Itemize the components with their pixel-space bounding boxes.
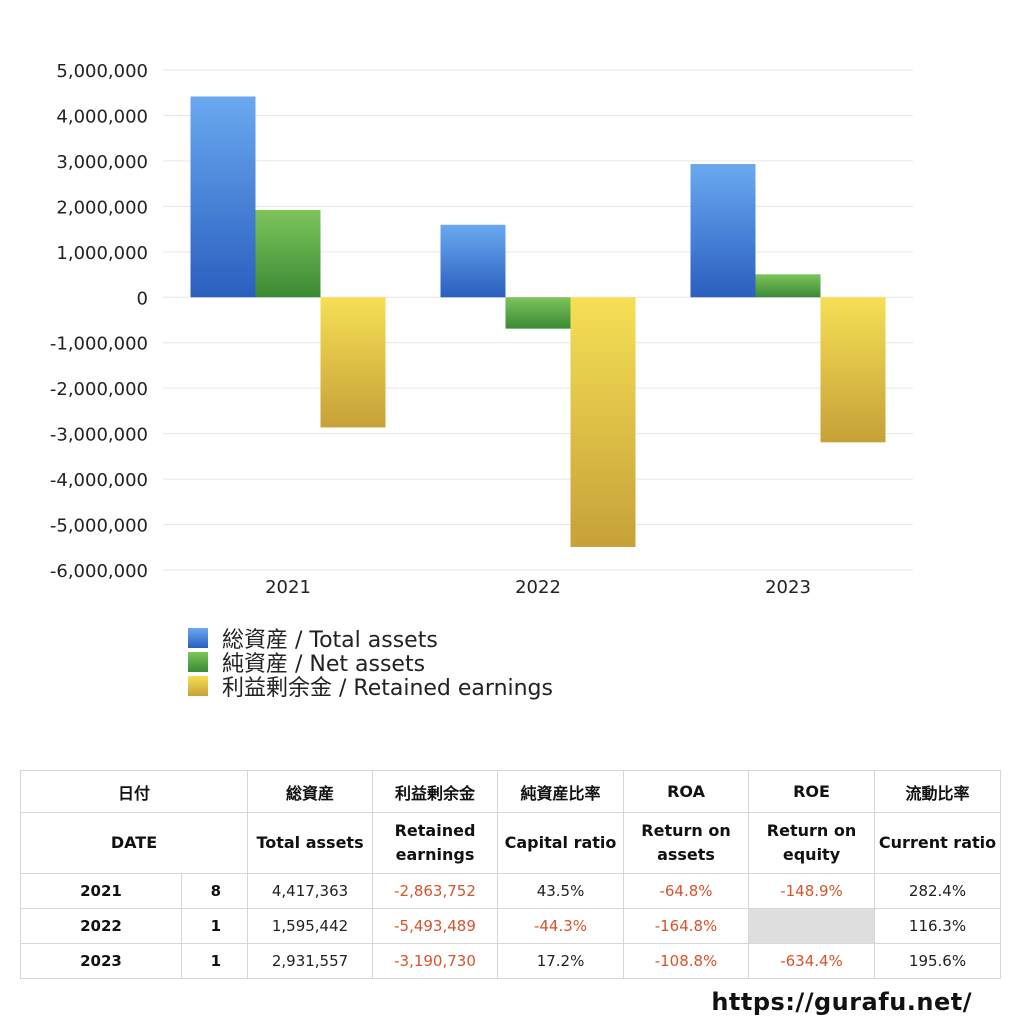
header-retained-en: Retained earnings xyxy=(372,812,499,874)
y-tick-label: -6,000,000 xyxy=(50,561,148,582)
row-capital: -44.3% xyxy=(497,908,625,944)
header-date-en: DATE xyxy=(19,812,249,874)
y-tick-label: 3,000,000 xyxy=(56,152,148,173)
row-total-assets: 4,417,363 xyxy=(247,873,374,909)
row-roe: -634.4% xyxy=(748,943,876,979)
header-capital-en: Capital ratio xyxy=(497,812,625,874)
row-current: 282.4% xyxy=(874,873,1002,909)
table-row: 2021 8 4,417,363 -2,863,752 43.5% -64.8%… xyxy=(20,873,1002,909)
legend-swatch-retained-earnings xyxy=(188,676,208,696)
legend-label: 総資産 / Total assets xyxy=(222,628,438,653)
x-axis-labels: 2021 2022 2023 xyxy=(265,577,811,598)
y-tick-label: -4,000,000 xyxy=(50,470,148,491)
legend-swatch-net-assets xyxy=(188,652,208,672)
row-year: 2022 xyxy=(20,908,182,944)
header-retained-jp: 利益剰余金 xyxy=(372,770,499,813)
table-header-en: DATE Total assets Retained earnings Capit… xyxy=(19,812,1002,874)
row-total-assets: 2,931,557 xyxy=(247,943,374,979)
legend-label: 利益剰余金 / Retained earnings xyxy=(222,676,553,701)
legend-item-net-assets: 純資産 / Net assets xyxy=(188,650,553,677)
legend-item-retained-earnings: 利益剰余金 / Retained earnings xyxy=(188,674,553,701)
row-current: 195.6% xyxy=(874,943,1002,979)
row-roe: -148.9% xyxy=(748,873,876,909)
header-date-jp: 日付 xyxy=(19,770,249,813)
bar-total-assets-2021 xyxy=(190,96,256,298)
row-roa: -108.8% xyxy=(623,943,750,979)
bars xyxy=(190,96,886,547)
y-tick-label: 4,000,000 xyxy=(56,106,148,127)
site-url-link[interactable]: https://gurafu.net/ xyxy=(711,988,972,1016)
row-capital: 17.2% xyxy=(497,943,625,979)
bar-net-assets-2022 xyxy=(505,297,571,329)
y-tick-label: -2,000,000 xyxy=(50,379,148,400)
row-count: 8 xyxy=(180,873,249,909)
header-roa-jp: ROA xyxy=(623,770,750,813)
table-row: 2023 1 2,931,557 -3,190,730 17.2% -108.8… xyxy=(20,943,1002,979)
x-tick-label: 2023 xyxy=(765,577,811,598)
row-retained: -5,493,489 xyxy=(372,908,499,944)
header-total-assets-jp: 総資産 xyxy=(247,770,374,813)
header-current-en: Current ratio xyxy=(874,812,1002,874)
y-tick-label: 5,000,000 xyxy=(56,61,148,82)
legend: 総資産 / Total assets 純資産 / Net assets 利益剰余… xyxy=(188,626,553,701)
table-row: 2022 1 1,595,442 -5,493,489 -44.3% -164.… xyxy=(20,908,1002,944)
x-tick-label: 2022 xyxy=(515,577,561,598)
row-total-assets: 1,595,442 xyxy=(247,908,374,944)
bar-net-assets-2023 xyxy=(755,274,821,298)
bar-total-assets-2022 xyxy=(440,224,506,298)
y-axis-labels: 5,000,000 4,000,000 3,000,000 2,000,000 1,00… xyxy=(50,61,148,582)
legend-item-total-assets: 総資産 / Total assets xyxy=(188,626,553,653)
row-roe xyxy=(748,908,876,944)
row-capital: 43.5% xyxy=(497,873,625,909)
header-capital-jp: 純資産比率 xyxy=(497,770,625,813)
table-header-jp: 日付 総資産 利益剰余金 純資産比率 ROA ROE 流動比率 xyxy=(19,770,1002,813)
legend-label: 純資産 / Net assets xyxy=(222,652,426,677)
row-retained: -2,863,752 xyxy=(372,873,499,909)
row-year: 2023 xyxy=(20,943,182,979)
row-roa: -164.8% xyxy=(623,908,750,944)
bar-retained-earnings-2023 xyxy=(820,297,886,443)
x-tick-label: 2021 xyxy=(265,577,311,598)
y-tick-label: -1,000,000 xyxy=(50,334,148,355)
y-tick-label: -3,000,000 xyxy=(50,425,148,446)
y-tick-label: 0 xyxy=(137,288,148,309)
header-roa-en: Return on assets xyxy=(623,812,750,874)
header-total-assets-en: Total assets xyxy=(247,812,374,874)
bar-retained-earnings-2021 xyxy=(320,297,386,428)
row-retained: -3,190,730 xyxy=(372,943,499,979)
header-current-jp: 流動比率 xyxy=(874,770,1002,813)
row-count: 1 xyxy=(180,943,249,979)
legend-swatch-total-assets xyxy=(188,628,208,648)
bar-chart: 5,000,000 4,000,000 3,000,000 2,000,000 1,00… xyxy=(50,61,913,598)
row-current: 116.3% xyxy=(874,908,1002,944)
bar-retained-earnings-2022 xyxy=(570,297,636,547)
y-tick-label: 1,000,000 xyxy=(56,243,148,264)
header-roe-en: Return on equity xyxy=(748,812,876,874)
y-tick-label: -5,000,000 xyxy=(50,516,148,537)
row-count: 1 xyxy=(180,908,249,944)
row-roa: -64.8% xyxy=(623,873,750,909)
bar-total-assets-2023 xyxy=(690,164,756,298)
financial-table: 日付 総資産 利益剰余金 純資産比率 ROA ROE 流動比率 DATE Tot… xyxy=(19,770,1002,979)
header-roe-jp: ROE xyxy=(748,770,876,813)
y-tick-label: 2,000,000 xyxy=(56,197,148,218)
row-year: 2021 xyxy=(20,873,182,909)
bar-net-assets-2021 xyxy=(255,210,321,298)
